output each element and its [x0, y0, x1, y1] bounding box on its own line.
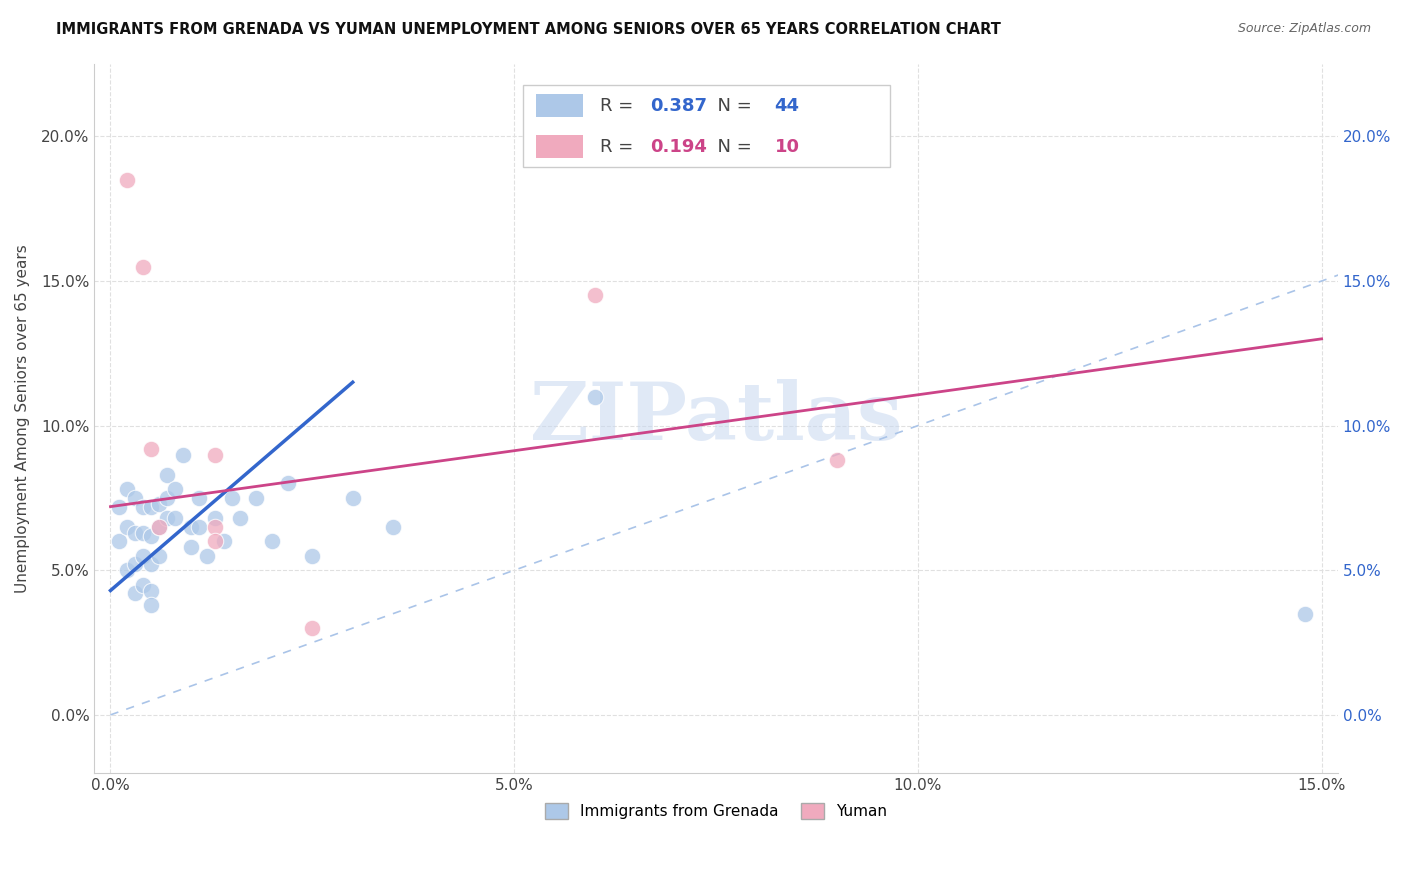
Point	[132, 549, 155, 563]
Point	[156, 467, 179, 482]
Text: 44: 44	[775, 96, 800, 114]
Point	[180, 520, 202, 534]
Point	[148, 549, 170, 563]
Text: 0.194: 0.194	[650, 137, 707, 155]
Point	[204, 534, 226, 549]
Point	[342, 491, 364, 505]
Point	[221, 491, 243, 505]
Point	[124, 491, 146, 505]
Point	[825, 453, 848, 467]
Point	[212, 534, 235, 549]
Point	[115, 563, 138, 577]
Point	[197, 549, 219, 563]
Text: N =: N =	[706, 96, 758, 114]
Point	[301, 621, 323, 635]
Point	[132, 260, 155, 274]
Point	[156, 511, 179, 525]
Point	[188, 520, 211, 534]
Point	[583, 288, 606, 302]
Point	[132, 578, 155, 592]
Legend: Immigrants from Grenada, Yuman: Immigrants from Grenada, Yuman	[538, 797, 894, 825]
Point	[139, 583, 162, 598]
Point	[148, 497, 170, 511]
Text: R =: R =	[600, 96, 640, 114]
Point	[245, 491, 267, 505]
FancyBboxPatch shape	[523, 86, 890, 167]
Point	[204, 448, 226, 462]
Point	[180, 540, 202, 554]
Text: 0.387: 0.387	[650, 96, 707, 114]
Point	[115, 173, 138, 187]
FancyBboxPatch shape	[536, 94, 583, 117]
Point	[139, 500, 162, 514]
Point	[1294, 607, 1316, 621]
Point	[583, 390, 606, 404]
Point	[107, 500, 129, 514]
Point	[107, 534, 129, 549]
Point	[132, 525, 155, 540]
Point	[115, 520, 138, 534]
Text: IMMIGRANTS FROM GRENADA VS YUMAN UNEMPLOYMENT AMONG SENIORS OVER 65 YEARS CORREL: IMMIGRANTS FROM GRENADA VS YUMAN UNEMPLO…	[56, 22, 1001, 37]
Text: ZIPatlas: ZIPatlas	[530, 379, 903, 458]
Point	[124, 586, 146, 600]
Point	[139, 442, 162, 456]
FancyBboxPatch shape	[536, 135, 583, 158]
Point	[204, 511, 226, 525]
Point	[188, 491, 211, 505]
Point	[156, 491, 179, 505]
Point	[382, 520, 405, 534]
Point	[139, 598, 162, 612]
Point	[165, 511, 187, 525]
Text: 10: 10	[775, 137, 800, 155]
Point	[148, 520, 170, 534]
Point	[260, 534, 283, 549]
Point	[139, 528, 162, 542]
Text: N =: N =	[706, 137, 758, 155]
Point	[228, 511, 250, 525]
Point	[115, 483, 138, 497]
Point	[165, 483, 187, 497]
Text: Source: ZipAtlas.com: Source: ZipAtlas.com	[1237, 22, 1371, 36]
Point	[204, 520, 226, 534]
Point	[301, 549, 323, 563]
Point	[124, 525, 146, 540]
Point	[277, 476, 299, 491]
Point	[124, 558, 146, 572]
Y-axis label: Unemployment Among Seniors over 65 years: Unemployment Among Seniors over 65 years	[15, 244, 30, 593]
Point	[132, 500, 155, 514]
Point	[148, 520, 170, 534]
Point	[172, 448, 194, 462]
Point	[139, 558, 162, 572]
Text: R =: R =	[600, 137, 640, 155]
